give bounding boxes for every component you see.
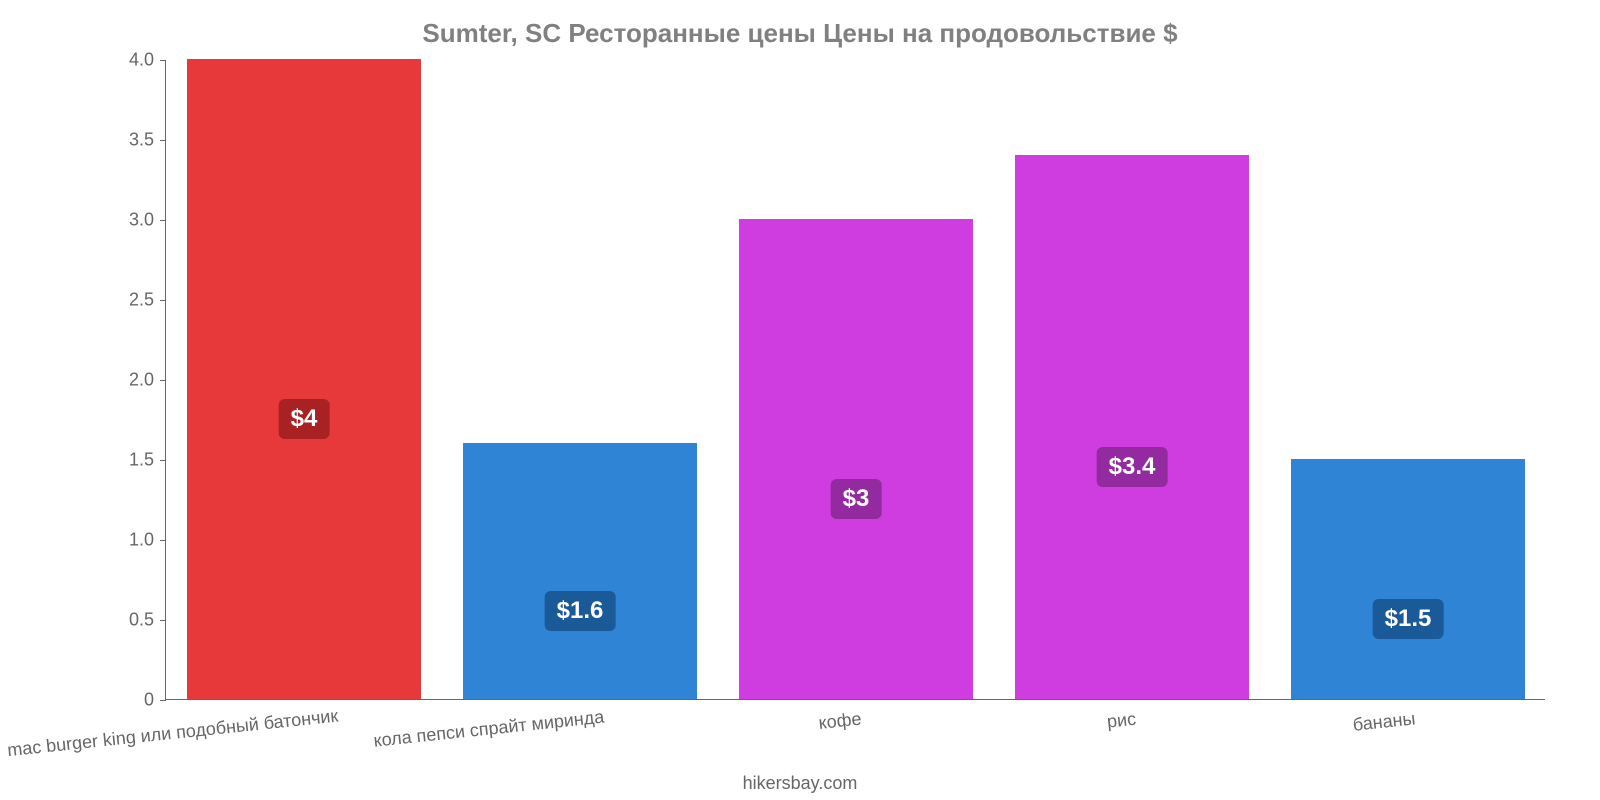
bar: $4 [187,59,422,699]
ytick-mark [160,220,166,221]
ytick-label: 0 [144,690,154,711]
bar: $3.4 [1015,155,1250,699]
x-category-label: mac burger king или подобный батончик [6,706,339,762]
ytick-mark [160,460,166,461]
bar-value-label: $1.5 [1373,599,1444,639]
ytick-mark [160,620,166,621]
x-category-label: рис [1106,709,1137,733]
bar: $1.5 [1291,459,1526,699]
ytick-mark [160,540,166,541]
ytick-mark [160,60,166,61]
chart-container: Sumter, SC Ресторанные цены Цены на прод… [0,0,1600,800]
ytick-label: 1.0 [129,530,154,551]
ytick-label: 0.5 [129,610,154,631]
ytick-label: 1.5 [129,450,154,471]
x-category-label: кола пепси спрайт миринда [373,707,606,752]
ytick-label: 2.5 [129,290,154,311]
attribution-text: hikersbay.com [0,773,1600,794]
ytick-mark [160,700,166,701]
bar: $3 [739,219,974,699]
bar-value-label: $3 [831,479,882,519]
plot-area: 00.51.01.52.02.53.03.54.0$4mac burger ki… [165,60,1545,700]
bar-value-label: $4 [279,399,330,439]
bar-value-label: $1.6 [545,591,616,631]
ytick-mark [160,140,166,141]
x-category-label: бананы [1352,708,1417,735]
bar: $1.6 [463,443,698,699]
ytick-label: 2.0 [129,370,154,391]
ytick-mark [160,380,166,381]
x-category-label: кофе [818,709,863,734]
ytick-label: 3.5 [129,130,154,151]
ytick-label: 3.0 [129,210,154,231]
ytick-label: 4.0 [129,50,154,71]
bar-value-label: $3.4 [1097,447,1168,487]
chart-title: Sumter, SC Ресторанные цены Цены на прод… [0,18,1600,49]
ytick-mark [160,300,166,301]
